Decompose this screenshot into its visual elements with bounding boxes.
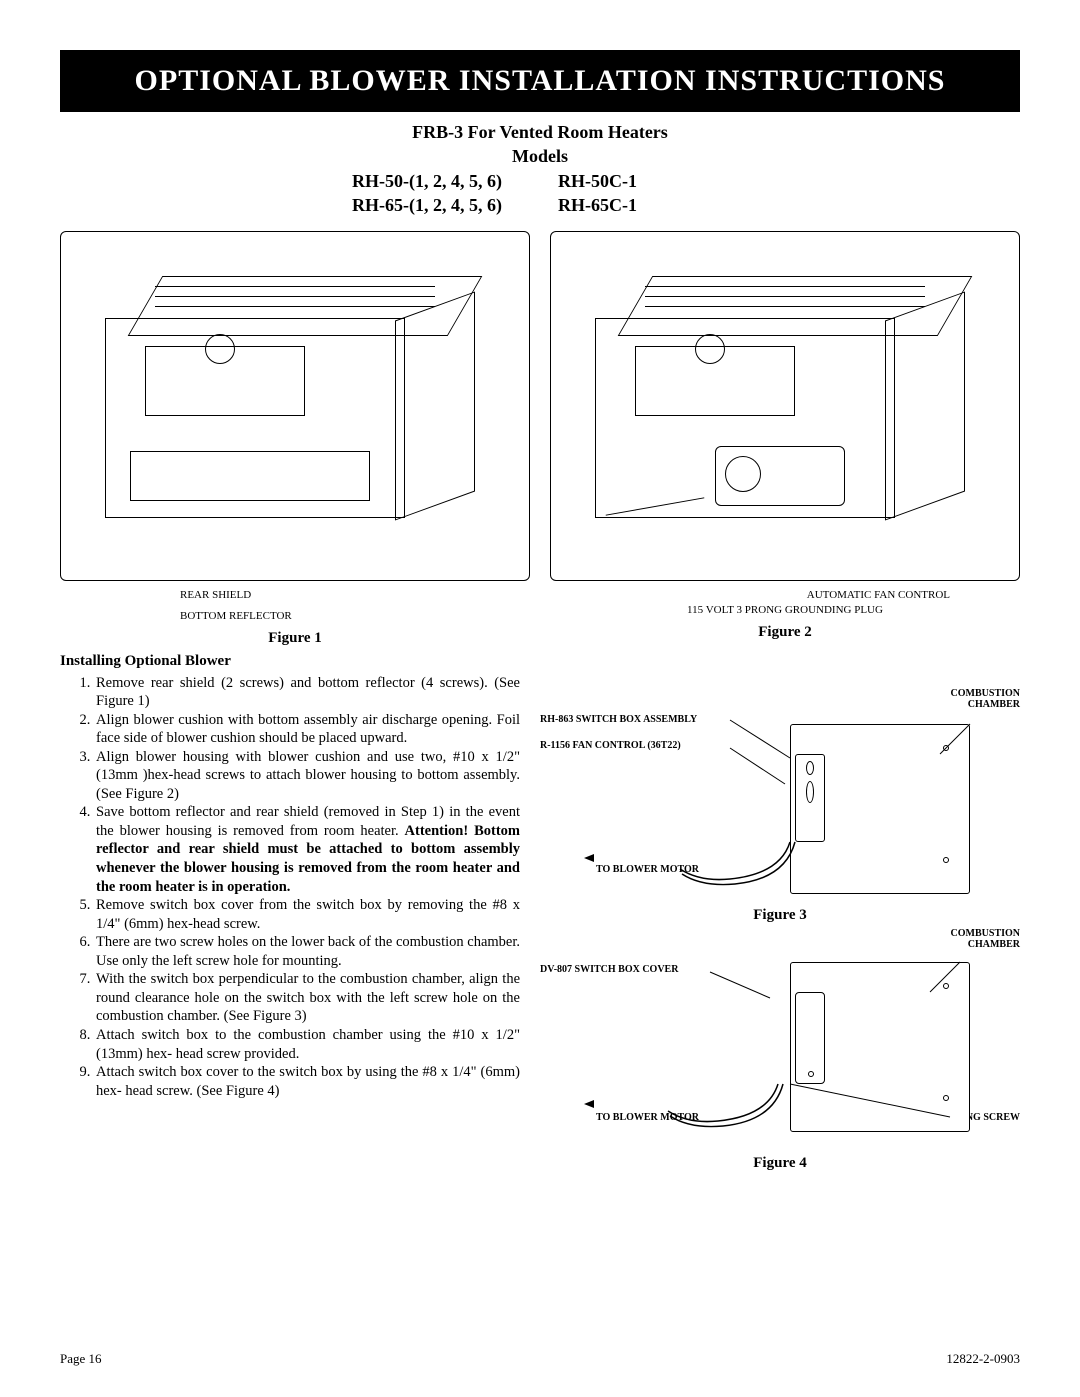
figure3-leader-lines	[760, 734, 980, 904]
model-row-1: RH-50-(1, 2, 4, 5, 6) RH-50C-1	[60, 169, 1020, 193]
figure1-diagram	[60, 231, 530, 581]
figure2-diagram	[550, 231, 1020, 581]
figure4-diagram: COMBUSTION CHAMBER DV-807 SWITCH BOX COV…	[540, 932, 1020, 1172]
step-6: There are two screw holes on the lower b…	[94, 933, 520, 970]
figure2-labels: AUTOMATIC FAN CONTROL 115 VOLT 3 PRONG G…	[550, 589, 1020, 617]
page-title-text: OPTIONAL BLOWER INSTALLATION INSTRUCTION…	[135, 64, 946, 97]
figure2-label-plug: 115 VOLT 3 PRONG GROUNDING PLUG	[550, 604, 1020, 617]
figure4-label-cover: DV-807 SWITCH BOX COVER	[540, 964, 678, 975]
model-rh50: RH-50-(1, 2, 4, 5, 6)	[352, 169, 522, 193]
content-row: Remove rear shield (2 screws) and bottom…	[60, 674, 1020, 1172]
figure2-caption: Figure 2	[550, 624, 1020, 641]
step-8: Attach switch box to the combustion cham…	[94, 1026, 520, 1063]
step-7: With the switch box perpendicular to the…	[94, 970, 520, 1026]
section-heading: Installing Optional Blower	[60, 653, 1020, 670]
figure3-label-fancontrol: R-1156 FAN CONTROL (36T22)	[540, 740, 681, 751]
figure3-label-switchbox: RH-863 SWITCH BOX ASSEMBLY	[540, 714, 697, 725]
model-rh65c: RH-65C-1	[558, 193, 728, 217]
figure4-leader-lines	[750, 972, 980, 1152]
figure2-column: AUTOMATIC FAN CONTROL 115 VOLT 3 PRONG G…	[550, 231, 1020, 646]
figure1-labels: REAR SHIELD BOTTOM REFLECTOR	[180, 589, 530, 623]
figure3-label-chamber: COMBUSTION CHAMBER	[940, 688, 1020, 710]
footer-page-number: Page 16	[60, 1351, 102, 1367]
model-row-2: RH-65-(1, 2, 4, 5, 6) RH-65C-1	[60, 193, 1020, 217]
page-footer: Page 16 12822-2-0903	[60, 1351, 1020, 1367]
subtitle-line1: FRB-3 For Vented Room Heaters	[60, 120, 1020, 144]
top-figures-row: REAR SHIELD BOTTOM REFLECTOR Figure 1	[60, 231, 1020, 646]
step-3: Align blower housing with blower cushion…	[94, 748, 520, 804]
step-5: Remove switch box cover from the switch …	[94, 896, 520, 933]
steps-list: Remove rear shield (2 screws) and bottom…	[60, 674, 520, 1101]
figure4-caption: Figure 4	[540, 1155, 1020, 1172]
figure1-column: REAR SHIELD BOTTOM REFLECTOR Figure 1	[60, 231, 530, 646]
figure1-label-rear-shield: REAR SHIELD	[180, 589, 530, 602]
step-1: Remove rear shield (2 screws) and bottom…	[94, 674, 520, 711]
subtitle-line2: Models	[60, 144, 1020, 168]
instructions-column: Remove rear shield (2 screws) and bottom…	[60, 674, 520, 1172]
step-4: Save bottom reflector and rear shield (r…	[94, 803, 520, 896]
model-rh65: RH-65-(1, 2, 4, 5, 6)	[352, 193, 522, 217]
figure3-caption: Figure 3	[540, 907, 1020, 924]
figure3-diagram: RH-863 SWITCH BOX ASSEMBLY R-1156 FAN CO…	[540, 694, 1020, 924]
step-2: Align blower cushion with bottom assembl…	[94, 711, 520, 748]
figure4-label-chamber: COMBUSTION CHAMBER	[940, 928, 1020, 950]
figure2-label-auto-fan: AUTOMATIC FAN CONTROL	[550, 589, 950, 602]
page-title-bar: OPTIONAL BLOWER INSTALLATION INSTRUCTION…	[60, 50, 1020, 112]
step-9: Attach switch box cover to the switch bo…	[94, 1063, 520, 1100]
footer-doc-number: 12822-2-0903	[946, 1351, 1020, 1367]
figure1-caption: Figure 1	[60, 630, 530, 647]
figure1-label-bottom-reflector: BOTTOM REFLECTOR	[180, 610, 530, 623]
diagram-column: RH-863 SWITCH BOX ASSEMBLY R-1156 FAN CO…	[540, 674, 1020, 1172]
model-rh50c: RH-50C-1	[558, 169, 728, 193]
figure3-label-toblower: TO BLOWER MOTOR	[596, 864, 699, 875]
subtitle-block: FRB-3 For Vented Room Heaters Models RH-…	[60, 120, 1020, 217]
